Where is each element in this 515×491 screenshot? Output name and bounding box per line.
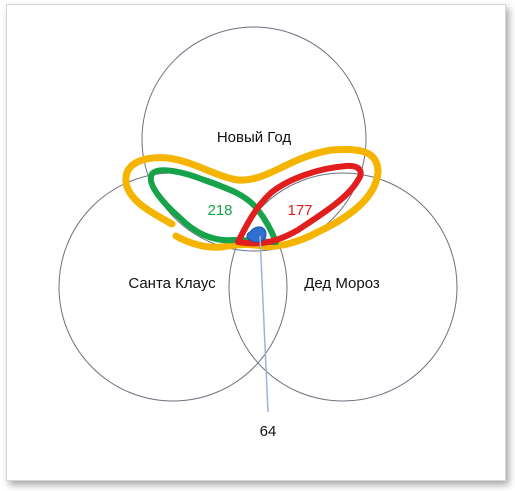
santa-new-year-count: 218 [207,202,232,219]
moroz-new-year-count: 177 [287,202,312,219]
center-highlight-mark [246,226,267,243]
pointer-line [259,235,269,413]
new-year-circle [141,26,367,252]
ded-moroz-circle [228,172,458,402]
new-year-label: Новый Год [217,129,292,146]
ded-moroz-label: Дед Мороз [304,275,380,292]
all-three-count: 64 [260,423,277,440]
red-highlight-outline [235,162,364,247]
santa-claus-label: Санта Клаус [128,275,216,292]
